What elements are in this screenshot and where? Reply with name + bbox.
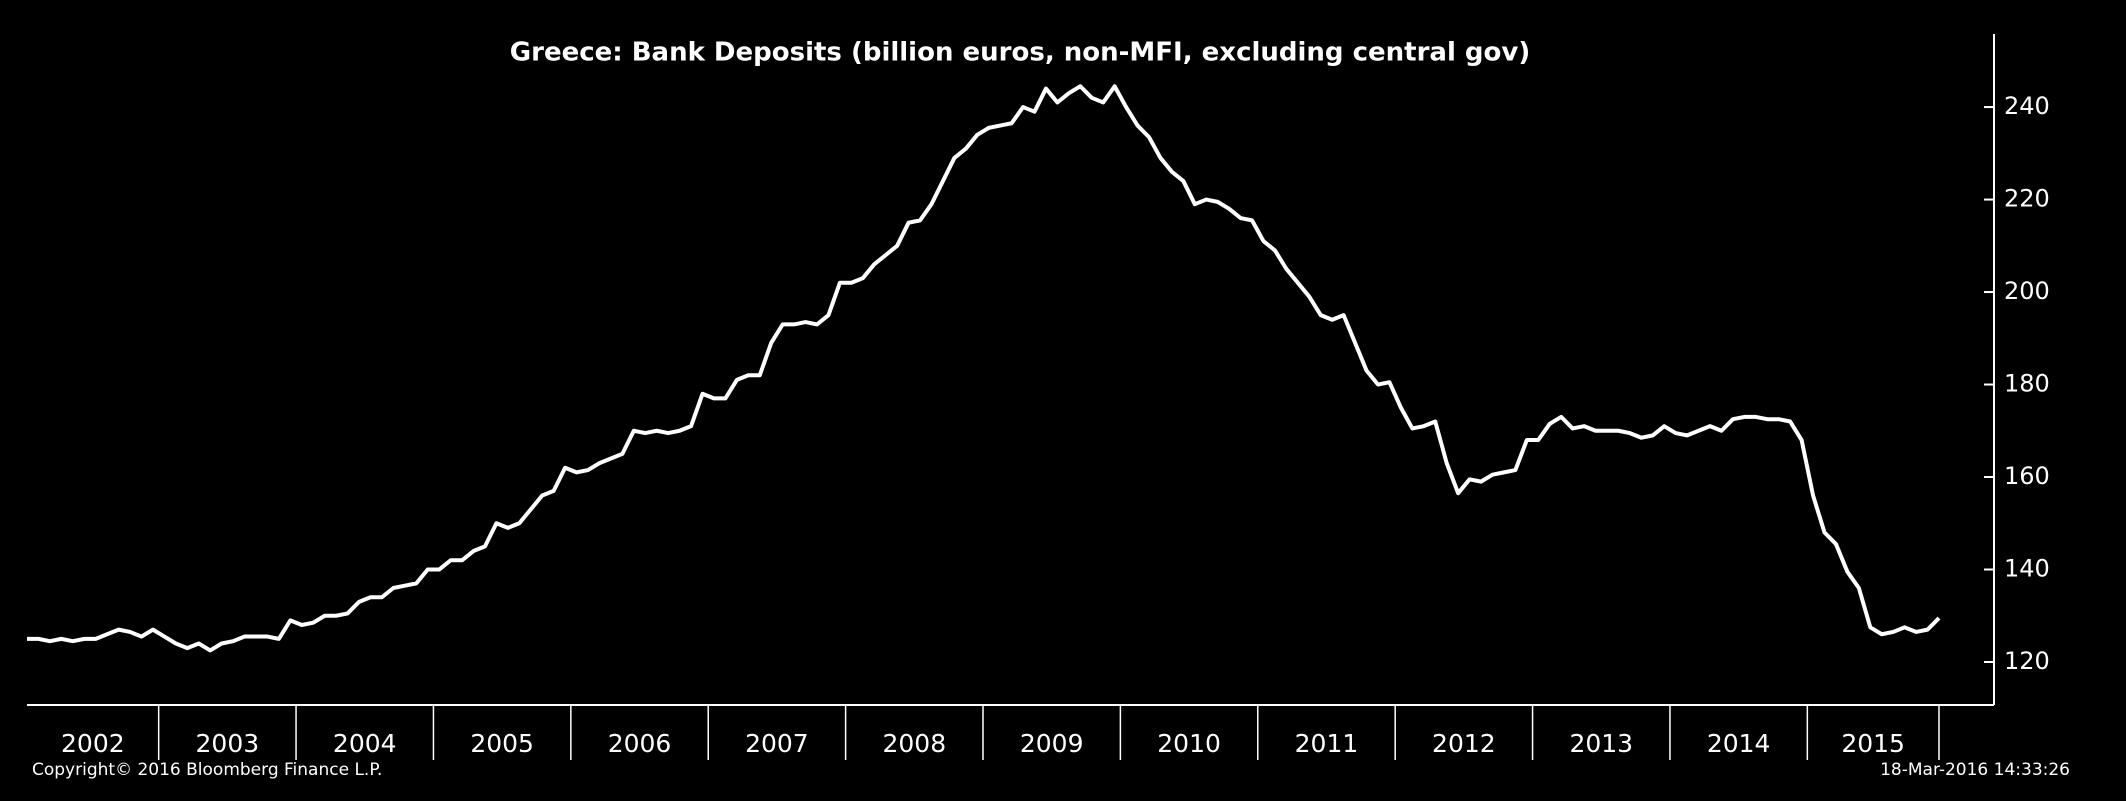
x-tick-label: 2002 <box>61 729 125 758</box>
x-tick-label: 2003 <box>196 729 260 758</box>
timestamp: 18-Mar-2016 14:33:26 <box>1880 760 2070 780</box>
copyright: Copyright© 2016 Bloomberg Finance L.P. <box>32 760 382 780</box>
x-tick-label: 2014 <box>1707 729 1771 758</box>
y-tick-label: 180 <box>2004 370 2050 398</box>
x-tick-label: 2009 <box>1020 729 1084 758</box>
x-tick-label: 2010 <box>1157 729 1221 758</box>
x-tick-label: 2007 <box>745 729 809 758</box>
x-tick-label: 2004 <box>333 729 397 758</box>
y-tick-label: 140 <box>2004 555 2050 583</box>
x-tick-label: 2015 <box>1841 729 1905 758</box>
y-tick-label: 120 <box>2004 647 2050 675</box>
y-tick-label: 220 <box>2004 185 2050 213</box>
x-tick-label: 2008 <box>882 729 946 758</box>
chart-title: Greece: Bank Deposits (billion euros, no… <box>510 38 1530 68</box>
x-tick-label: 2011 <box>1295 729 1359 758</box>
x-tick-label: 2005 <box>470 729 534 758</box>
y-tick-label: 200 <box>2004 277 2050 305</box>
y-tick-label: 160 <box>2004 462 2050 490</box>
x-tick-label: 2006 <box>608 729 672 758</box>
y-tick-label: 240 <box>2004 92 2050 120</box>
x-tick-label: 2012 <box>1432 729 1496 758</box>
series-line <box>27 84 1941 653</box>
x-tick-label: 2013 <box>1569 729 1633 758</box>
